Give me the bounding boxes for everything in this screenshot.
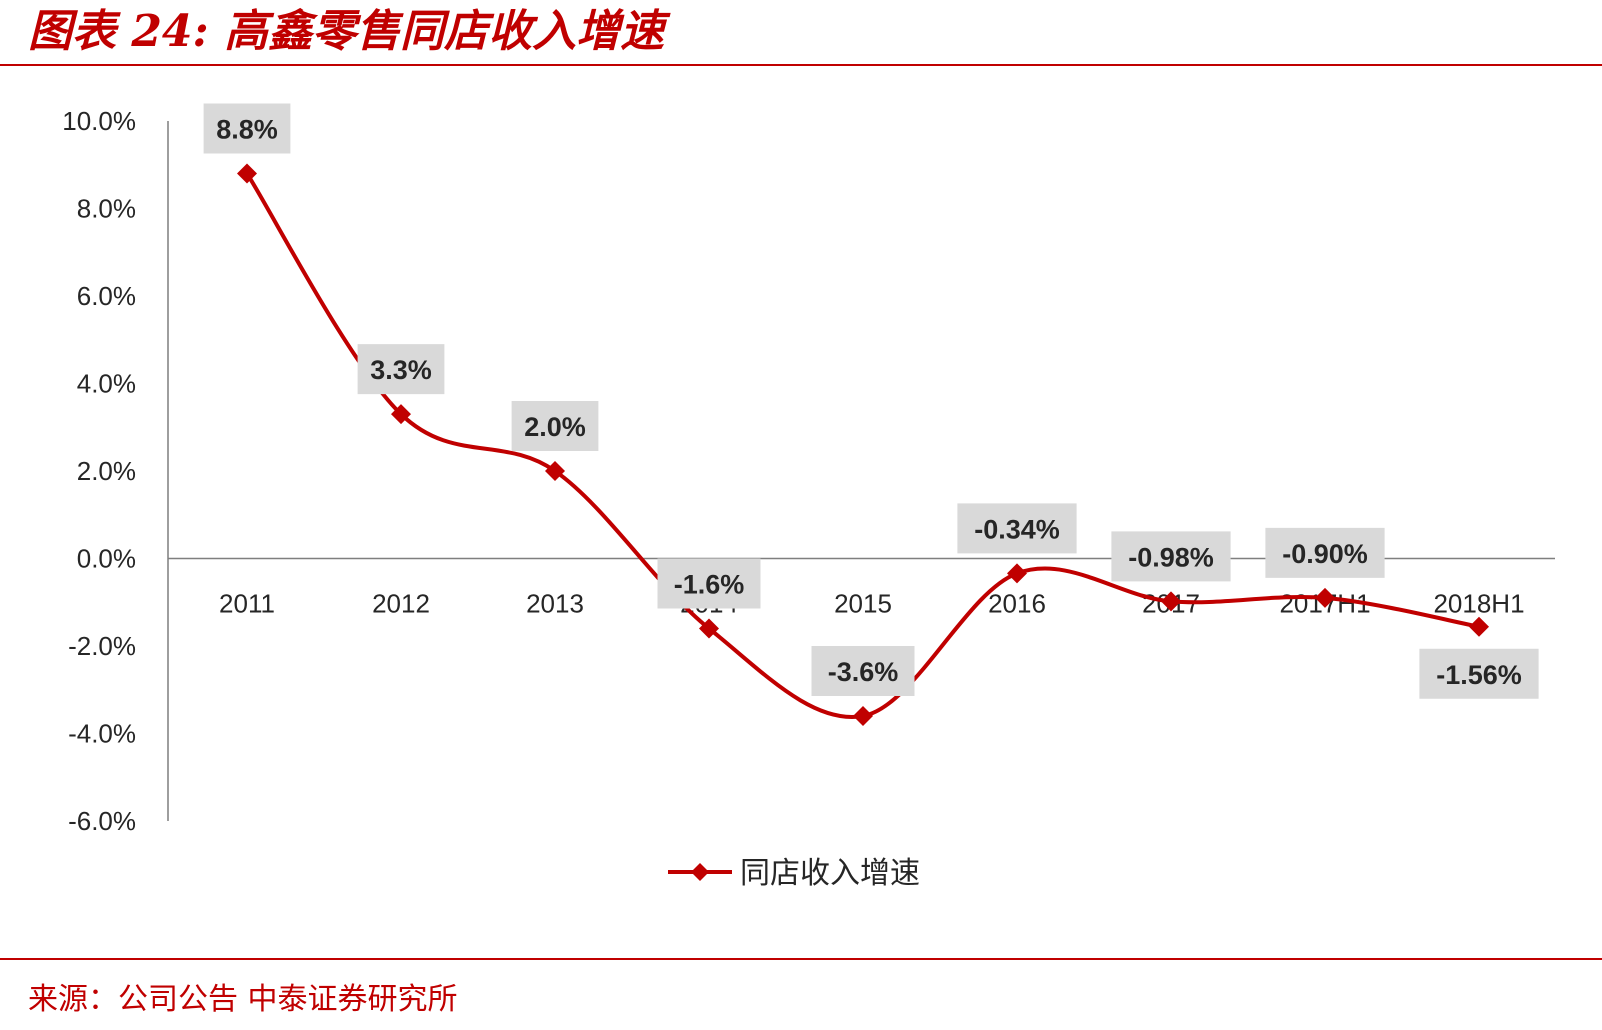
data-label: 8.8% xyxy=(216,115,278,145)
data-label: 3.3% xyxy=(370,355,432,385)
data-label-box xyxy=(811,646,915,696)
y-tick-label: 4.0% xyxy=(77,369,136,399)
data-label-box xyxy=(1419,648,1539,699)
legend-marker xyxy=(691,863,709,881)
data-point-marker xyxy=(237,163,257,184)
data-label: -0.98% xyxy=(1128,542,1214,572)
chart-series xyxy=(237,163,1489,726)
data-label-box xyxy=(511,401,599,451)
data-point-marker xyxy=(1315,587,1335,608)
data-label-box xyxy=(957,503,1077,554)
x-tick-label: 2012 xyxy=(372,589,430,619)
data-label: 2.0% xyxy=(524,412,586,442)
data-label-box xyxy=(1265,527,1385,578)
y-tick-label: 6.0% xyxy=(77,281,136,311)
data-point-marker xyxy=(699,618,719,639)
data-point-marker xyxy=(391,404,411,425)
data-label-box xyxy=(1111,531,1231,582)
data-labels: 8.8% 3.3% 2.0% -1.6% -3.6% -0.34% -0.98% -0.90%… xyxy=(203,103,1539,699)
x-tick-label: 2013 xyxy=(526,589,584,619)
data-label-box xyxy=(357,344,445,395)
data-point-marker xyxy=(1007,563,1027,584)
line-chart: 10.0% 8.0% 6.0% 4.0% 2.0% 0.0% -2.0% -4.0% -6.0%… xyxy=(62,103,1555,891)
y-tick-labels: 10.0% 8.0% 6.0% 4.0% 2.0% 0.0% -2.0% -4.0% -6.0% xyxy=(62,106,136,836)
x-tick-label: 2018H1 xyxy=(1433,589,1524,619)
title-divider xyxy=(0,64,1602,66)
y-tick-label: -2.0% xyxy=(68,631,136,661)
data-label: -0.90% xyxy=(1282,539,1368,569)
data-label-box xyxy=(203,103,291,154)
x-tick-label: 2011 xyxy=(219,589,275,619)
data-point-marker xyxy=(545,461,565,481)
data-label: -1.6% xyxy=(674,570,745,600)
data-label: -3.6% xyxy=(828,657,899,687)
data-label: -0.34% xyxy=(974,514,1060,544)
x-tick-label: 2015 xyxy=(834,589,892,619)
chart-legend: 同店收入增速 xyxy=(668,856,920,891)
x-tick-label: 2016 xyxy=(988,589,1046,619)
source-note: 来源：公司公告 中泰证券研究所 xyxy=(28,982,458,1017)
y-tick-label: 8.0% xyxy=(77,194,136,224)
footer-divider xyxy=(0,958,1602,960)
data-label-box xyxy=(657,558,761,609)
data-point-marker xyxy=(853,706,873,726)
legend-label: 同店收入增速 xyxy=(740,856,920,891)
series-line xyxy=(245,172,1480,719)
data-point-marker xyxy=(1469,616,1489,637)
y-tick-label: -6.0% xyxy=(68,806,136,836)
y-tick-label: 2.0% xyxy=(77,456,136,486)
y-tick-label: 10.0% xyxy=(62,106,136,136)
y-tick-label: -4.0% xyxy=(68,719,136,749)
data-label: -1.56% xyxy=(1436,660,1522,690)
figure-title: 图表 24: 高鑫零售同店收入增速 xyxy=(28,6,665,57)
y-tick-label: 0.0% xyxy=(77,544,136,574)
data-point-marker xyxy=(1161,591,1181,612)
